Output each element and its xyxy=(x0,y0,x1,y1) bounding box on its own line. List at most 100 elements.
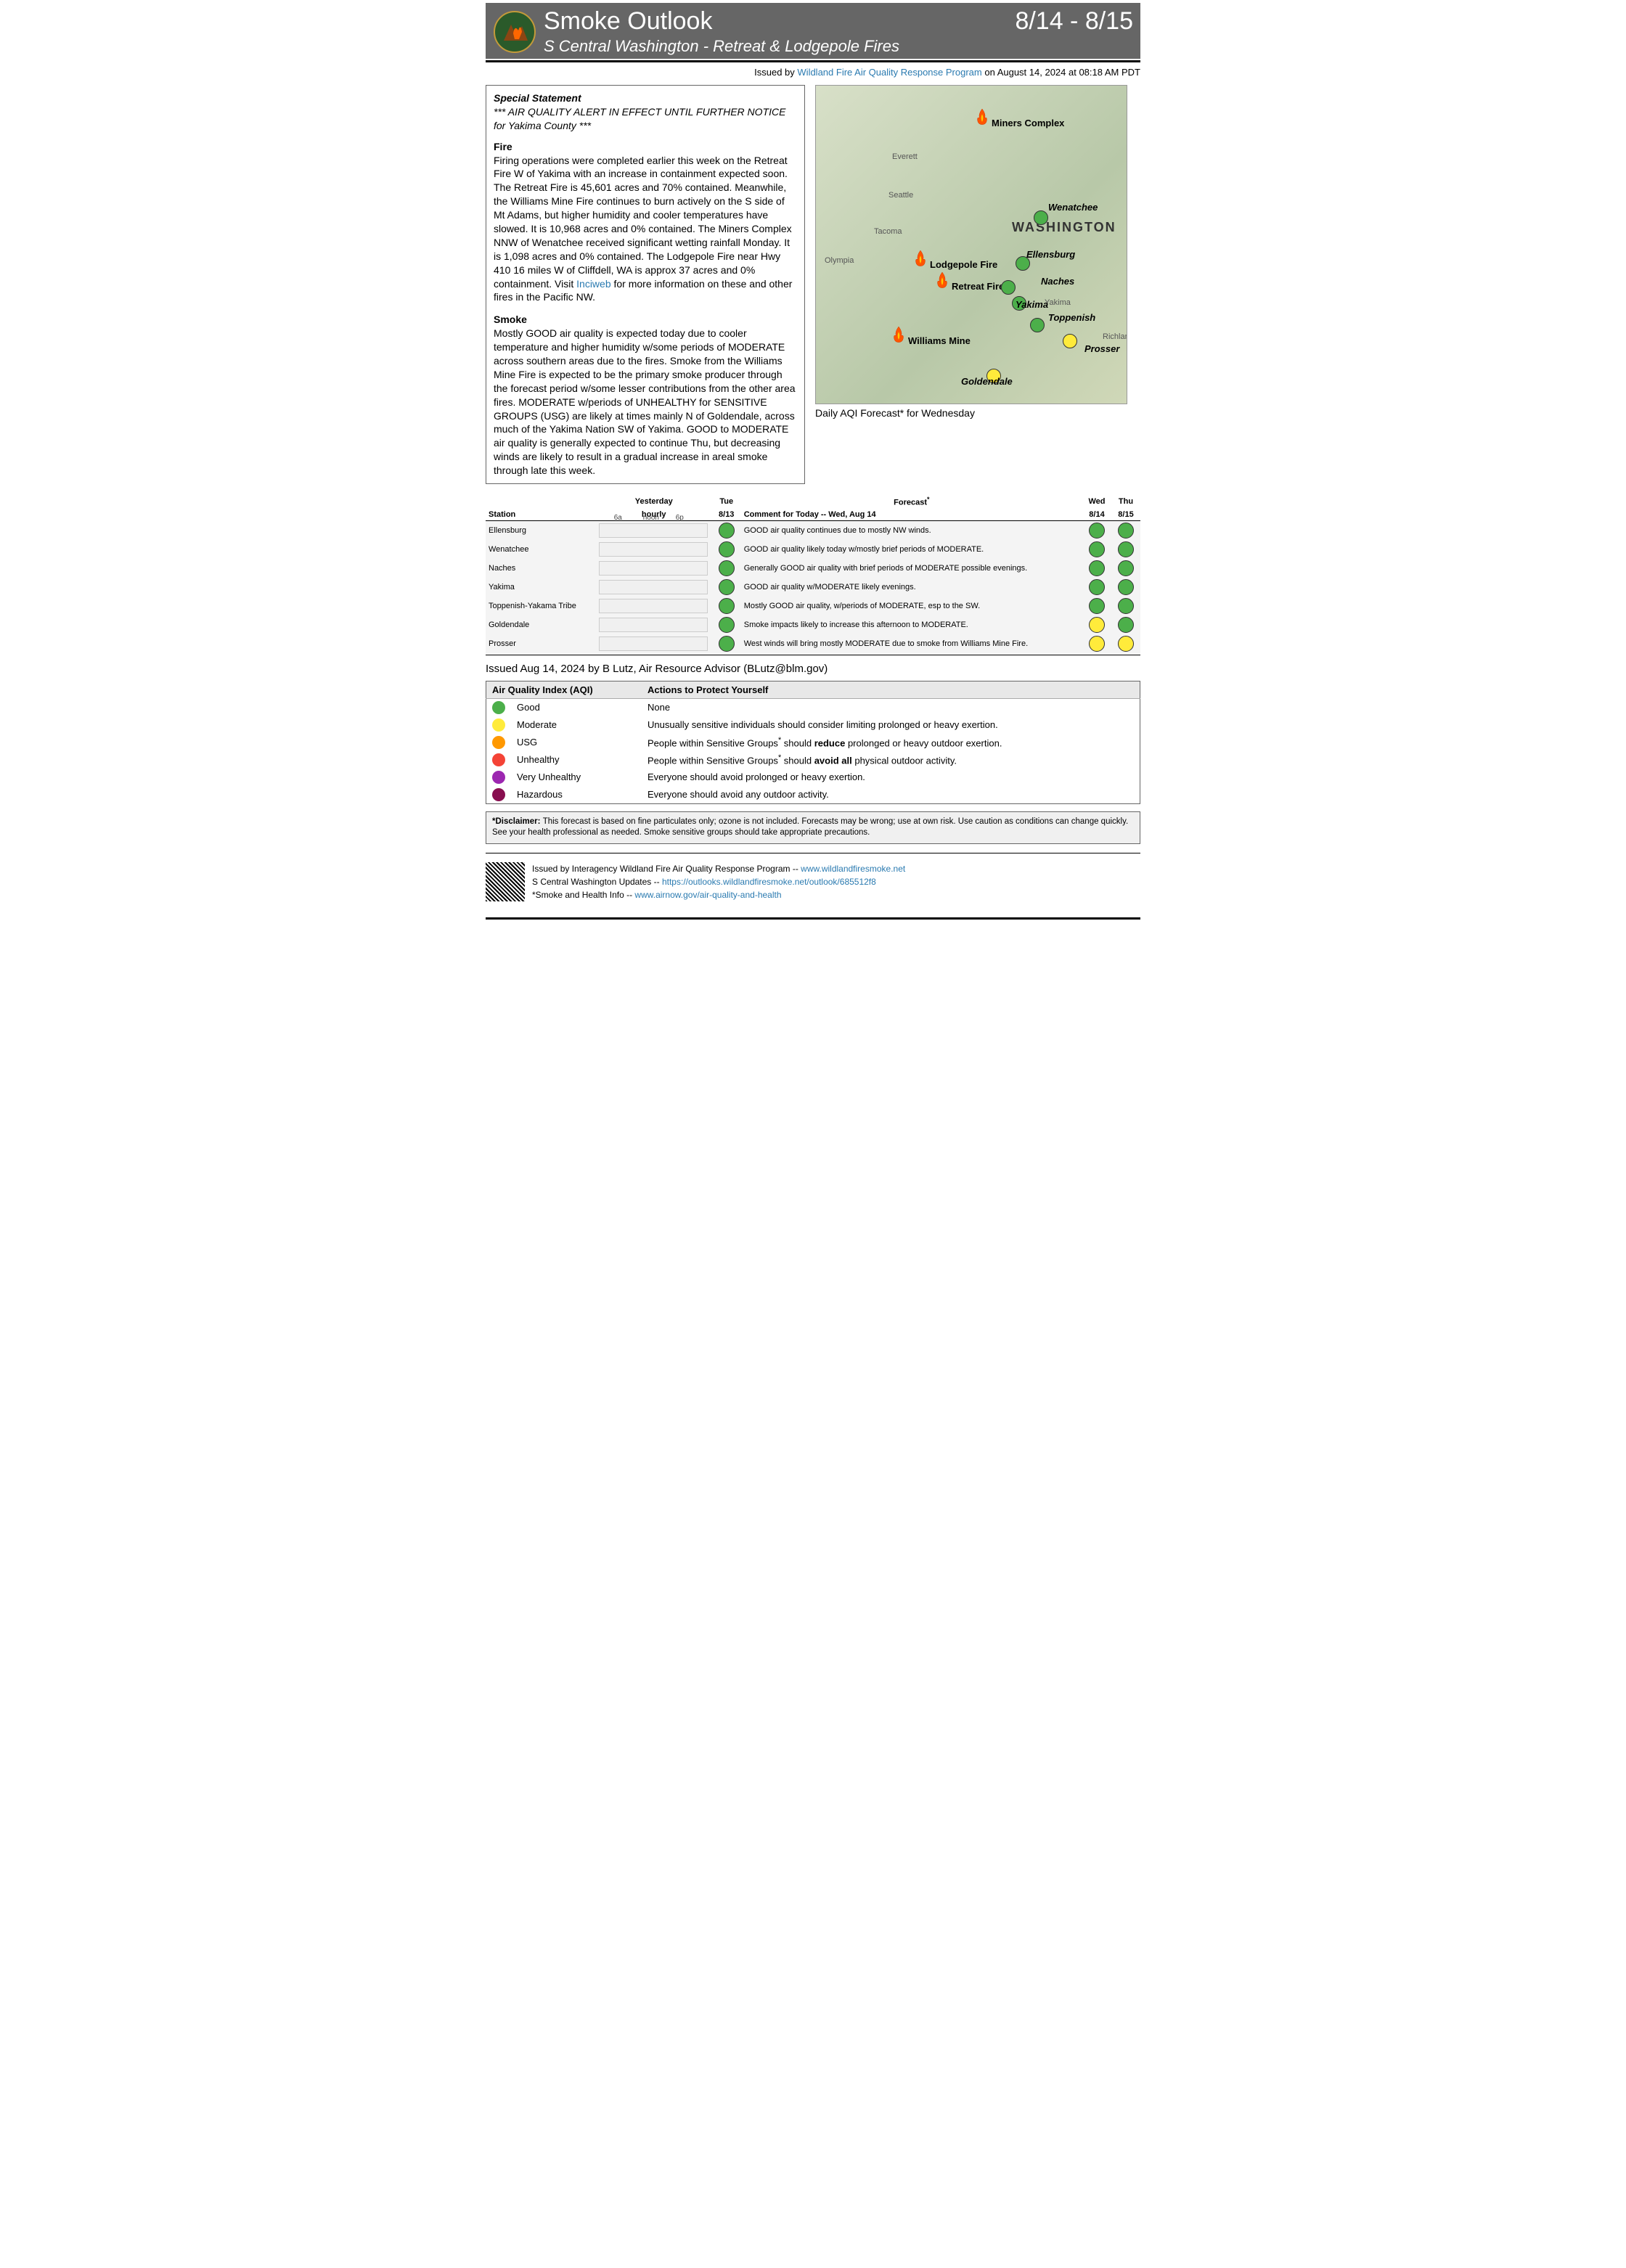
table-row: Ellensburg6anoon6pGOOD air quality conti… xyxy=(486,520,1140,540)
aqi-dot xyxy=(1030,318,1045,332)
issued-by: Issued Aug 14, 2024 by B Lutz, Air Resou… xyxy=(486,663,1140,675)
aqi-thu xyxy=(1111,540,1140,559)
agency-logo xyxy=(493,10,536,54)
map-bg-label: Tacoma xyxy=(874,227,902,236)
qr-code xyxy=(486,862,525,901)
forecast-map: WASHINGTON EverettSeattleTacomaOlympiaYa… xyxy=(815,85,1127,404)
station-cell: Toppenish-Yakama Tribe xyxy=(486,597,596,615)
fire-label: Lodgepole Fire xyxy=(930,259,997,270)
col-yesterday: Yesterday xyxy=(596,494,712,509)
hourly-cell: 6anoon6p xyxy=(596,520,712,540)
comment-cell: Generally GOOD air quality with brief pe… xyxy=(741,559,1082,578)
map-bg-label: Everett xyxy=(892,152,918,161)
legend-dot-cell xyxy=(486,698,512,716)
footer-link-2[interactable]: https://outlooks.wildlandfiresmoke.net/o… xyxy=(662,877,876,887)
smoke-heading: Smoke xyxy=(494,313,797,327)
page-subtitle: S Central Washington - Retreat & Lodgepo… xyxy=(544,37,1133,56)
aqi-wed xyxy=(1082,615,1111,634)
legend-dot-cell xyxy=(486,734,512,751)
header-bar: Smoke Outlook 8/14 - 8/15 S Central Wash… xyxy=(486,3,1140,59)
fire-icon xyxy=(892,327,905,343)
table-row: Toppenish-Yakama TribeMostly GOOD air qu… xyxy=(486,597,1140,615)
aqi-wed xyxy=(1082,520,1111,540)
footer-link-1[interactable]: www.wildlandfiresmoke.net xyxy=(801,864,905,874)
fire-body: Firing operations were completed earlier… xyxy=(494,154,797,305)
col-forecast: Forecast xyxy=(894,499,927,507)
legend-dot-cell xyxy=(486,769,512,786)
table-row: Goldendale Smoke impacts likely to increa… xyxy=(486,615,1140,634)
aqi-thu xyxy=(1111,578,1140,597)
col-813: 8/13 xyxy=(712,509,741,521)
state-label: WASHINGTON xyxy=(1012,220,1116,235)
hourly-cell xyxy=(596,597,712,615)
legend-row: USGPeople within Sensitive Groups* shoul… xyxy=(486,734,1140,751)
aqi-tue xyxy=(712,540,741,559)
footer-link-3[interactable]: www.airnow.gov/air-quality-and-health xyxy=(634,890,781,900)
legend-label: USG xyxy=(511,734,642,751)
table-row: Wenatchee GOOD air quality likely today w… xyxy=(486,540,1140,559)
smoke-body: Mostly GOOD air quality is expected toda… xyxy=(494,327,797,478)
legend-h1: Air Quality Index (AQI) xyxy=(486,681,642,698)
legend-dot-cell xyxy=(486,751,512,769)
aqi-wed xyxy=(1082,634,1111,653)
aqi-legend: Air Quality Index (AQI) Actions to Prote… xyxy=(486,681,1140,804)
aqi-thu xyxy=(1111,634,1140,653)
program-link[interactable]: Wildland Fire Air Quality Response Progr… xyxy=(797,67,981,78)
city-label: Prosser xyxy=(1084,343,1119,354)
alert-text: *** AIR QUALITY ALERT IN EFFECT UNTIL FU… xyxy=(494,105,797,133)
aqi-wed xyxy=(1082,597,1111,615)
hourly-cell xyxy=(596,634,712,653)
legend-label: Moderate xyxy=(511,716,642,734)
hourly-cell xyxy=(596,578,712,597)
footer: Issued by Interagency Wildland Fire Air … xyxy=(486,862,1140,916)
legend-h2: Actions to Protect Yourself xyxy=(642,681,1140,698)
city-label: Toppenish xyxy=(1048,312,1095,323)
fire-label: Retreat Fire xyxy=(952,281,1004,292)
comment-cell: Smoke impacts likely to increase this af… xyxy=(741,615,1082,634)
legend-row: UnhealthyPeople within Sensitive Groups*… xyxy=(486,751,1140,769)
col-wed: Wed xyxy=(1082,494,1111,509)
disclaimer-box: *Disclaimer: This forecast is based on f… xyxy=(486,811,1140,844)
aqi-wed xyxy=(1082,559,1111,578)
table-row: ProsserWest winds will bring mostly MODE… xyxy=(486,634,1140,653)
fire-heading: Fire xyxy=(494,140,797,154)
map-bg-label: Yakima xyxy=(1045,298,1071,307)
station-cell: Goldendale xyxy=(486,615,596,634)
aqi-thu xyxy=(1111,615,1140,634)
comment-cell: West winds will bring mostly MODERATE du… xyxy=(741,634,1082,653)
special-statement-title: Special Statement xyxy=(494,91,797,105)
station-cell: Yakima xyxy=(486,578,596,597)
aqi-dot xyxy=(1001,280,1016,295)
city-label: Wenatchee xyxy=(1048,202,1098,213)
fire-label: Miners Complex xyxy=(992,118,1064,128)
inciweb-link[interactable]: Inciweb xyxy=(576,278,610,290)
legend-action: Everyone should avoid any outdoor activi… xyxy=(642,786,1140,804)
comment-cell: GOOD air quality continues due to mostly… xyxy=(741,520,1082,540)
aqi-wed xyxy=(1082,540,1111,559)
comment-cell: GOOD air quality likely today w/mostly b… xyxy=(741,540,1082,559)
map-bg-label: Olympia xyxy=(825,256,854,265)
fire-icon xyxy=(936,272,949,288)
comment-cell: GOOD air quality w/MODERATE likely eveni… xyxy=(741,578,1082,597)
station-cell: Naches xyxy=(486,559,596,578)
aqi-tue xyxy=(712,559,741,578)
station-cell: Wenatchee xyxy=(486,540,596,559)
aqi-thu xyxy=(1111,559,1140,578)
page-title: Smoke Outlook xyxy=(544,7,712,36)
table-row: Naches Generally GOOD air quality with br… xyxy=(486,559,1140,578)
legend-label: Unhealthy xyxy=(511,751,642,769)
col-thu: Thu xyxy=(1111,494,1140,509)
aqi-tue xyxy=(712,615,741,634)
hourly-cell xyxy=(596,540,712,559)
legend-action: People within Sensitive Groups* should r… xyxy=(642,734,1140,751)
legend-dot-cell xyxy=(486,786,512,804)
fire-icon xyxy=(976,109,989,125)
map-caption: Daily AQI Forecast* for Wednesday xyxy=(815,407,1140,419)
legend-row: Very UnhealthyEveryone should avoid prol… xyxy=(486,769,1140,786)
city-label: Ellensburg xyxy=(1026,249,1075,260)
aqi-tue xyxy=(712,578,741,597)
aqi-thu xyxy=(1111,520,1140,540)
legend-action: Everyone should avoid prolonged or heavy… xyxy=(642,769,1140,786)
aqi-dot xyxy=(1034,210,1048,225)
statement-box: Special Statement *** AIR QUALITY ALERT … xyxy=(486,85,805,484)
